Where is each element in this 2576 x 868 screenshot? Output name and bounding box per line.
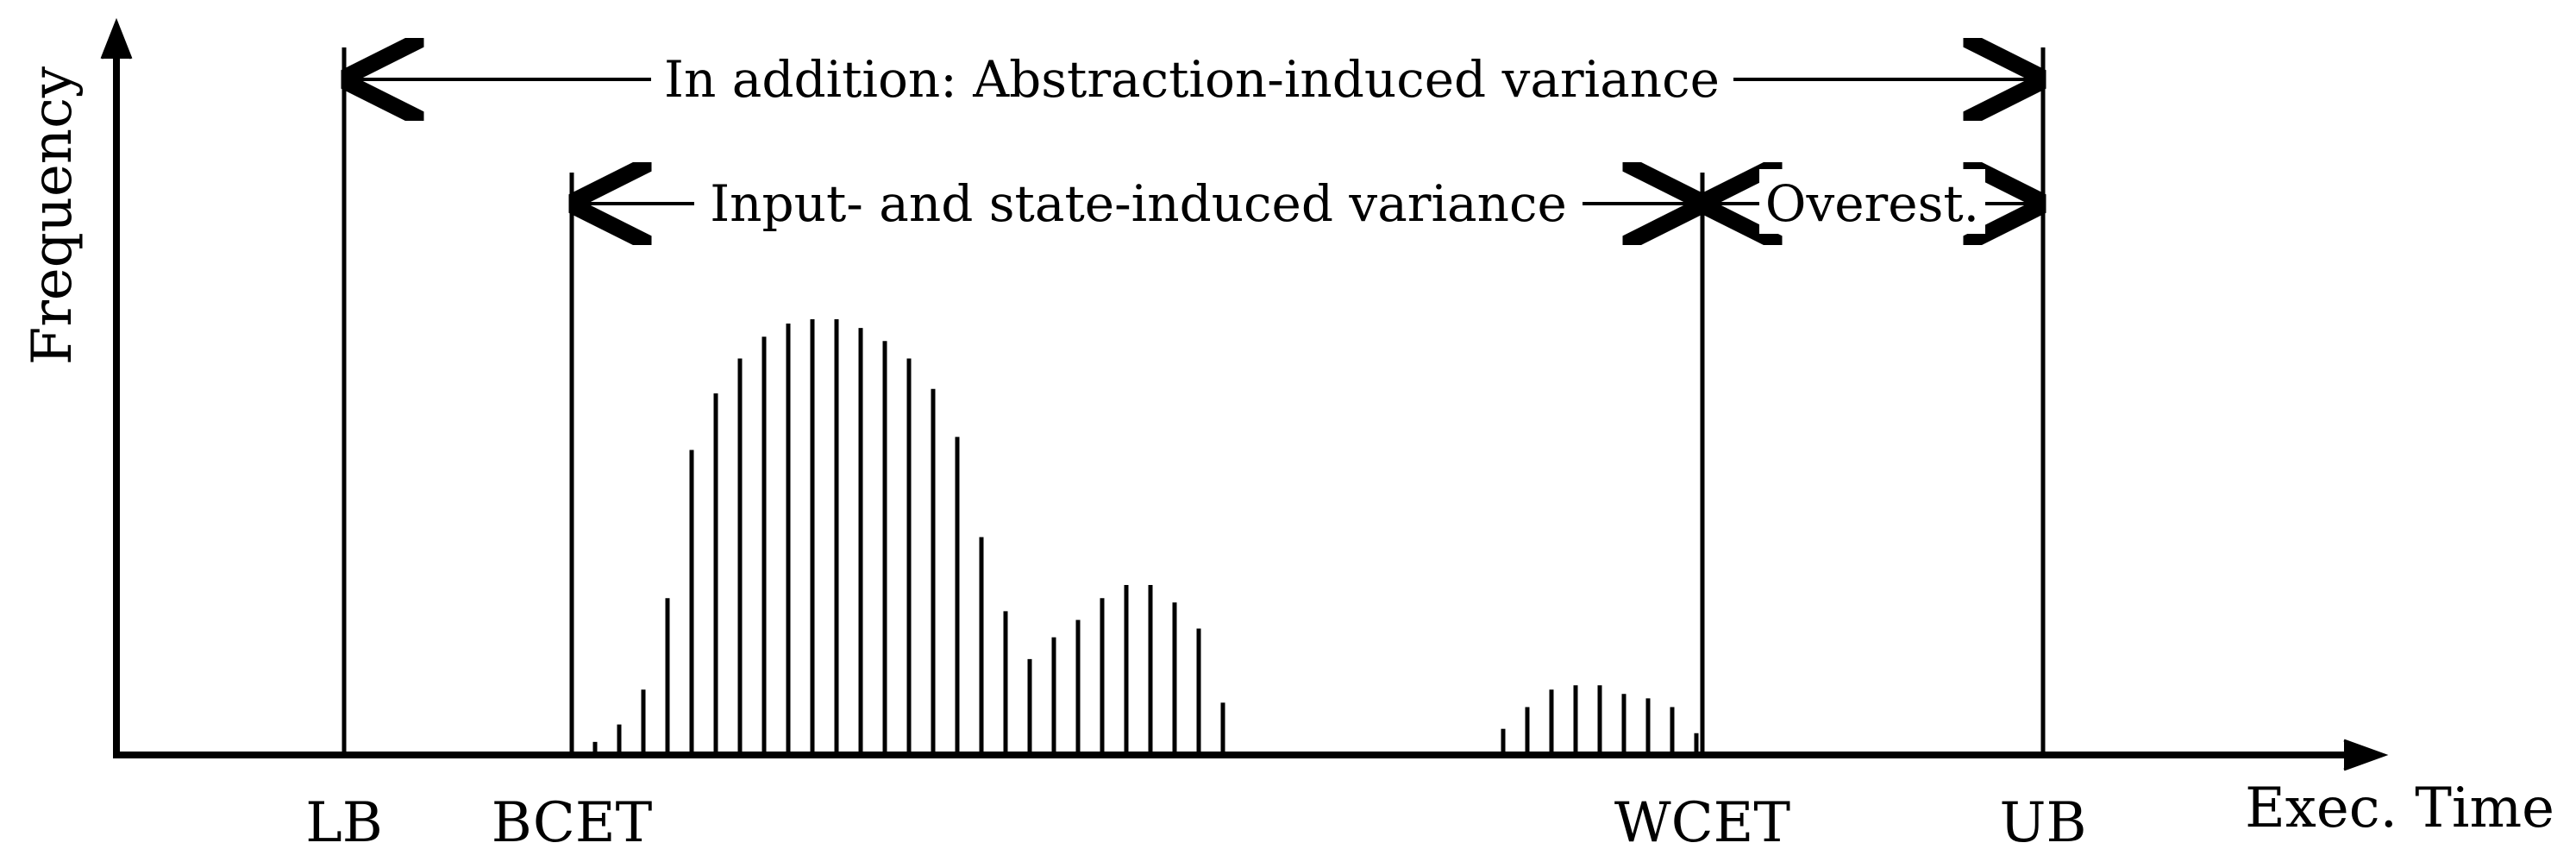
x-axis-arrowhead	[2343, 739, 2389, 771]
abstraction-span-label: In addition: Abstraction-induced varianc…	[664, 50, 1720, 109]
y-axis-label: Frequency	[21, 66, 85, 365]
wcet-label: WCET	[1614, 791, 1790, 855]
frequency-bars	[592, 319, 1699, 755]
input-state-span-label-bg	[694, 169, 1583, 234]
input-state-span-label: Input- and state-induced variance	[710, 174, 1567, 233]
ub-label: UB	[2000, 791, 2087, 855]
lb-label: LB	[305, 791, 383, 855]
x-axis-label: Exec. Time	[2245, 777, 2554, 840]
abstraction-span-label-bg	[651, 45, 1733, 110]
overest-span-label-bg	[1759, 169, 1985, 234]
overest-span-label: Overest.	[1765, 174, 1979, 233]
y-axis-arrowhead	[100, 17, 133, 60]
bcet-label: BCET	[492, 791, 653, 855]
